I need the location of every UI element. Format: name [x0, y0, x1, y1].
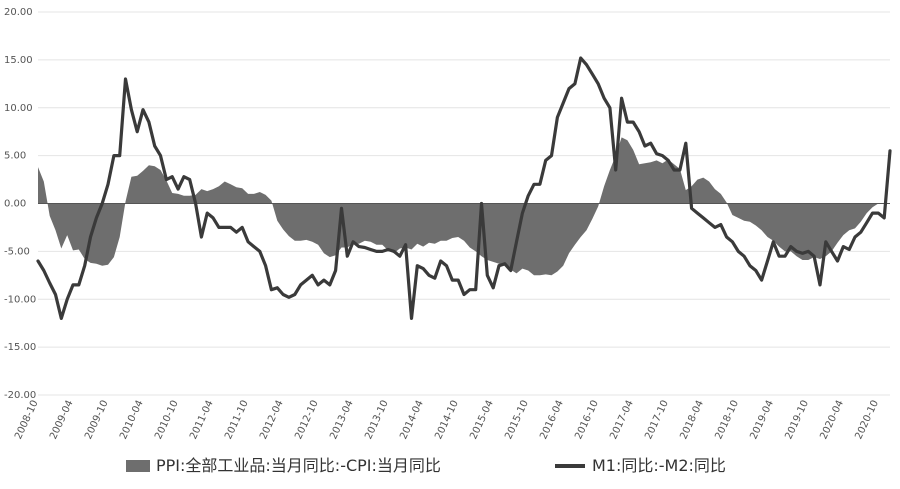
y-tick-label: 5.00 — [4, 151, 26, 162]
x-tick-label: 2016-04 — [538, 399, 566, 442]
x-tick-label: 2018-10 — [713, 399, 741, 442]
area-series — [38, 137, 879, 276]
line-series — [36, 56, 892, 320]
y-tick-label: -5.00 — [4, 246, 30, 257]
x-tick-label: 2010-10 — [153, 399, 181, 442]
x-tick-label: 2014-04 — [398, 399, 426, 442]
x-tick-label: 2018-04 — [678, 399, 706, 442]
x-tick-label: 2014-10 — [433, 399, 461, 442]
x-tick-label: 2017-10 — [643, 399, 671, 442]
y-tick-label: 20.00 — [4, 7, 33, 18]
x-tick-label: 2012-10 — [293, 399, 321, 442]
x-tick-label: 2010-04 — [118, 399, 146, 442]
y-tick-label: 0.00 — [4, 199, 26, 210]
x-tick-label: 2008-10 — [13, 399, 41, 442]
y-tick-label: -20.00 — [4, 390, 36, 401]
area-layer — [38, 137, 879, 276]
y-tick-label: -10.00 — [4, 294, 36, 305]
x-tick-label: 2015-04 — [468, 399, 496, 442]
x-tick-label: 2015-10 — [503, 399, 531, 442]
line-layer — [36, 56, 892, 320]
x-tick-label: 2019-10 — [783, 399, 811, 442]
x-axis: 2008-10 2009-04 2009-10 2010-04 2010-10 2011-… — [13, 399, 881, 442]
x-tick-label: 2009-10 — [83, 399, 111, 442]
x-tick-label: 2011-10 — [223, 399, 251, 442]
x-tick-label: 2016-10 — [573, 399, 601, 442]
x-tick-label: 2020-10 — [853, 399, 881, 442]
x-tick-label: 2013-04 — [328, 399, 356, 442]
x-tick-label: 2013-10 — [363, 399, 391, 442]
legend-label-area: PPI:全部工业品:当月同比:-CPI:当月同比 — [156, 456, 441, 475]
legend-swatch-area — [126, 460, 150, 472]
x-tick-label: 2012-04 — [258, 399, 286, 442]
y-tick-label: 15.00 — [4, 55, 33, 66]
x-tick-label: 2020-04 — [818, 399, 846, 442]
x-tick-label: 2017-04 — [608, 399, 636, 442]
x-tick-label: 2009-04 — [48, 399, 76, 442]
legend-label-line: M1:同比:-M2:同比 — [592, 456, 726, 475]
y-tick-label: 10.00 — [4, 103, 33, 114]
y-tick-label: -15.00 — [4, 342, 36, 353]
x-tick-label: 2011-04 — [188, 399, 216, 442]
legend: PPI:全部工业品:当月同比:-CPI:当月同比 M1:同比:-M2:同比 — [126, 456, 726, 475]
y-axis: 20.00 15.00 10.00 5.00 0.00 -5.00 -10.00 -15.00… — [4, 7, 36, 401]
x-tick-label: 2019-04 — [748, 399, 776, 442]
